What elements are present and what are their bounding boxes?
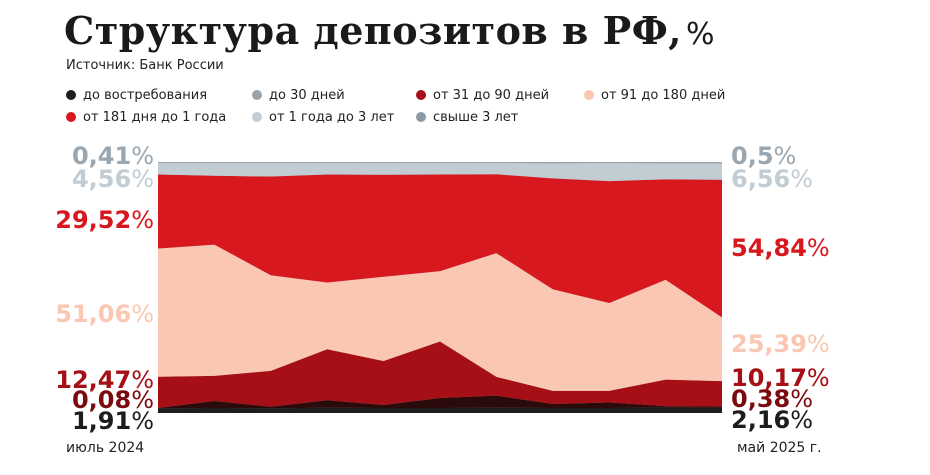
chart-title: Структура депозитов в РФ,% [64,8,715,53]
legend-label: свыше 3 лет [433,110,519,125]
label-value: 51,06 [55,300,132,328]
right-label-181-days-1-year: 54,84% [731,236,830,260]
label-unit: % [131,206,154,234]
legend-marker [252,112,262,122]
right-label-1-3-years: 6,56% [731,167,813,191]
label-value: 0,5 [731,142,774,170]
label-value: 54,84 [731,234,807,262]
right-label-31-90-days: 10,17% [731,366,830,390]
label-unit: % [131,142,154,170]
legend-marker [66,112,76,122]
legend-label: от 31 до 90 дней [433,88,550,103]
title-text: Структура депозитов в РФ, [64,8,683,53]
legend-item-1-3-years: от 1 года до 3 лет [252,110,394,125]
label-value: 29,52 [55,206,132,234]
label-value: 0,41 [71,142,132,170]
x-end-label: май 2025 г. [737,440,822,456]
area-series-5 [158,163,722,182]
left-label-over-3-years: 0,41% [72,144,154,168]
label-unit: % [773,142,797,170]
legend-marker [416,90,426,100]
label-unit: % [790,406,814,434]
legend-marker [252,90,262,100]
label-value: 12,47 [55,366,132,394]
legend-item-on-demand: до востребования [66,88,207,103]
label-value: 0,38 [731,385,791,413]
left-label-181-days-1-year: 29,52% [55,208,154,232]
x-start-label: июль 2024 [66,440,145,456]
legend-item-31-90-days: от 31 до 90 дней [416,88,549,103]
label-unit: % [131,366,154,394]
left-label-on-demand: 1,91% [72,409,154,433]
source-note: Источник: Банк России [66,58,224,73]
legend-item-up-to-30-days: до 30 дней [252,88,345,103]
legend-marker [416,112,426,122]
label-value: 2,16 [731,406,791,434]
area-series-4 [158,174,722,318]
area-series-group [158,162,722,413]
area-series-3 [158,244,722,391]
label-value: 10,17 [731,364,807,392]
title-unit: % [686,17,716,52]
right-label-91-180-days: 25,39% [731,332,830,356]
right-label-over-3-years: 0,5% [731,144,796,168]
legend-marker [584,90,594,100]
label-unit: % [806,234,830,262]
label-unit: % [806,330,830,358]
label-value: 1,91 [71,407,132,435]
label-value: 25,39 [731,330,807,358]
label-value: 4,56 [71,165,132,193]
label-unit: % [131,300,154,328]
left-label-31-90-days: 12,47% [55,368,154,392]
legend-item-over-3-years: свыше 3 лет [416,110,518,125]
area-series-6 [158,162,722,164]
legend-label: до востребования [83,88,208,103]
label-unit: % [131,407,154,435]
left-label-91-180-days: 51,06% [55,302,154,326]
legend-label: от 91 до 180 дней [601,88,726,103]
legend-item-91-180-days: от 91 до 180 дней [584,88,725,103]
right-label-up-to-30-days: 0,38% [731,387,813,411]
legend-label: от 1 года до 3 лет [269,110,395,125]
right-label-on-demand: 2,16% [731,408,813,432]
baseline-bar [158,409,722,413]
area-series-2 [158,341,722,409]
legend-label: от 181 дня до 1 года [83,110,227,125]
label-unit: % [131,165,154,193]
label-value: 0,08 [71,386,132,414]
label-unit: % [806,364,830,392]
label-value: 6,56 [731,165,791,193]
legend-label: до 30 дней [269,88,345,103]
label-unit: % [790,165,814,193]
left-label-1-3-years: 4,56% [72,167,154,191]
left-label-up-to-30-days: 0,08% [72,388,154,412]
legend-marker [66,90,76,100]
legend-item-181-days-1-year: от 181 дня до 1 года [66,110,226,125]
label-unit: % [790,385,814,413]
label-unit: % [131,386,154,414]
area-series-1 [158,395,722,409]
